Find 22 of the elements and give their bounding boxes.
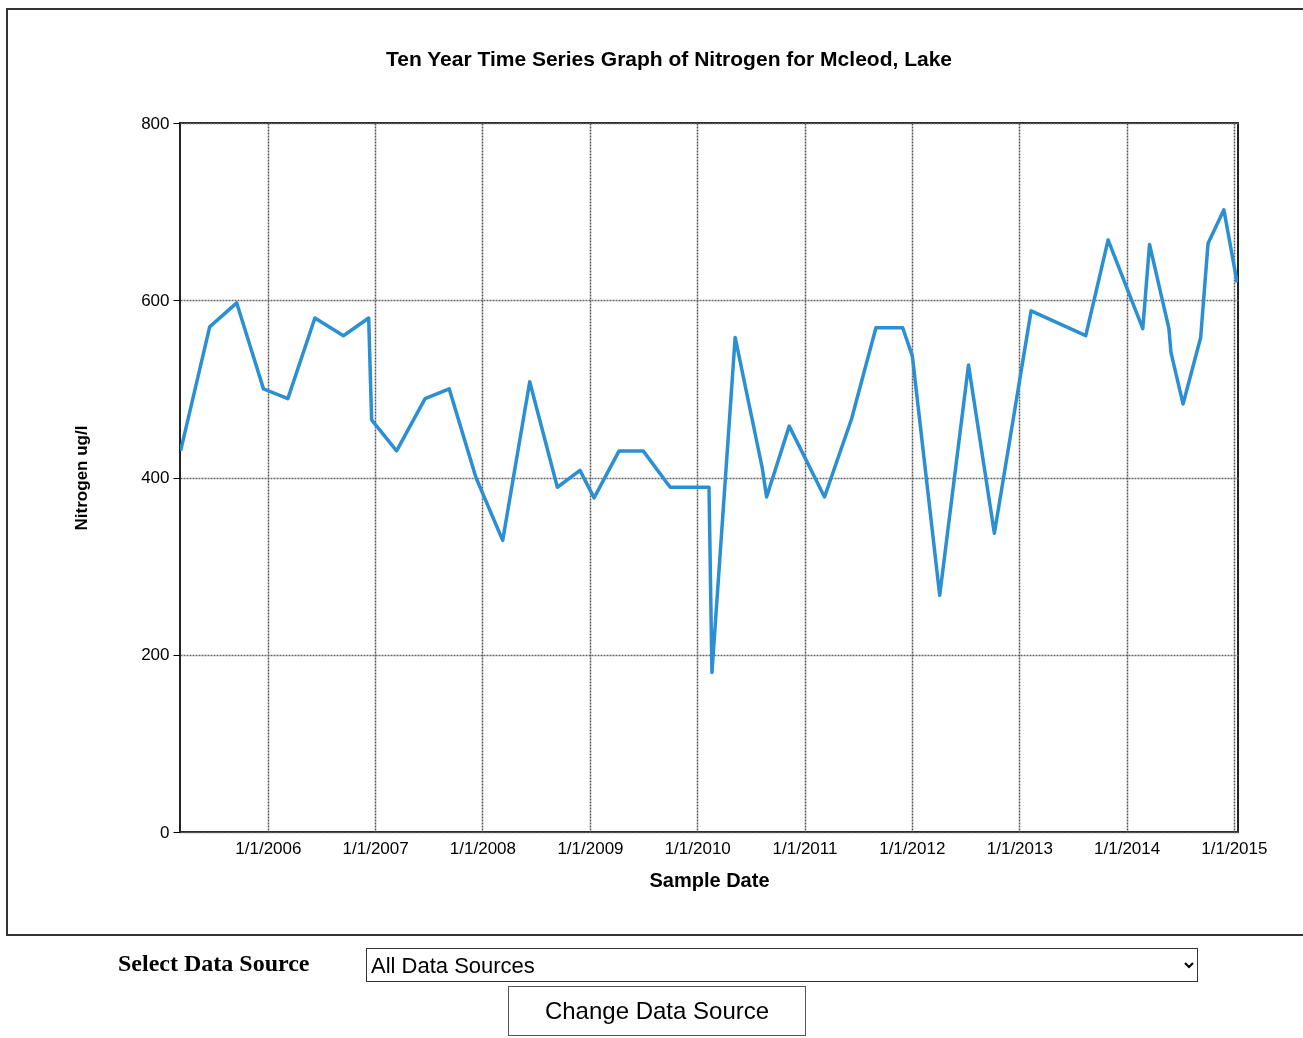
y-tick-label: 200	[141, 645, 170, 665]
y-tick-label: 800	[141, 113, 170, 133]
data-source-select: All Data Sources	[366, 948, 1198, 982]
text: Select Data Source	[118, 950, 310, 977]
x-tick-label: 1/1/2008	[449, 838, 517, 858]
x-tick-label: 1/1/2013	[986, 838, 1053, 858]
y-axis-title: Nitrogen ug/l	[72, 425, 92, 531]
x-tick-label: 1/1/2015	[1201, 838, 1268, 858]
y-tick-label: 600	[141, 290, 170, 310]
x-tick-label: 1/1/2011	[772, 838, 838, 858]
x-tick-label: 1/1/2007	[342, 838, 409, 858]
y-tick-label: 400	[141, 468, 170, 487]
line-series	[180, 208, 1238, 675]
x-tick-label: 1/1/2010	[664, 838, 731, 858]
x-tick-label: 1/1/2012	[879, 838, 946, 858]
x-axis-title: Sample Date	[649, 868, 770, 891]
change-source-button: Change Data Source	[508, 986, 806, 1036]
x-tick-label: 1/1/2009	[557, 838, 624, 858]
x-tick-label: 1/1/2006	[235, 838, 302, 858]
chart-title: Ten Year Time Series Graph of Nitrogen for Mcleod, Lake	[386, 47, 952, 70]
x-tick-label: 1/1/2014	[1094, 838, 1161, 858]
y-tick-label: 0	[160, 822, 170, 842]
